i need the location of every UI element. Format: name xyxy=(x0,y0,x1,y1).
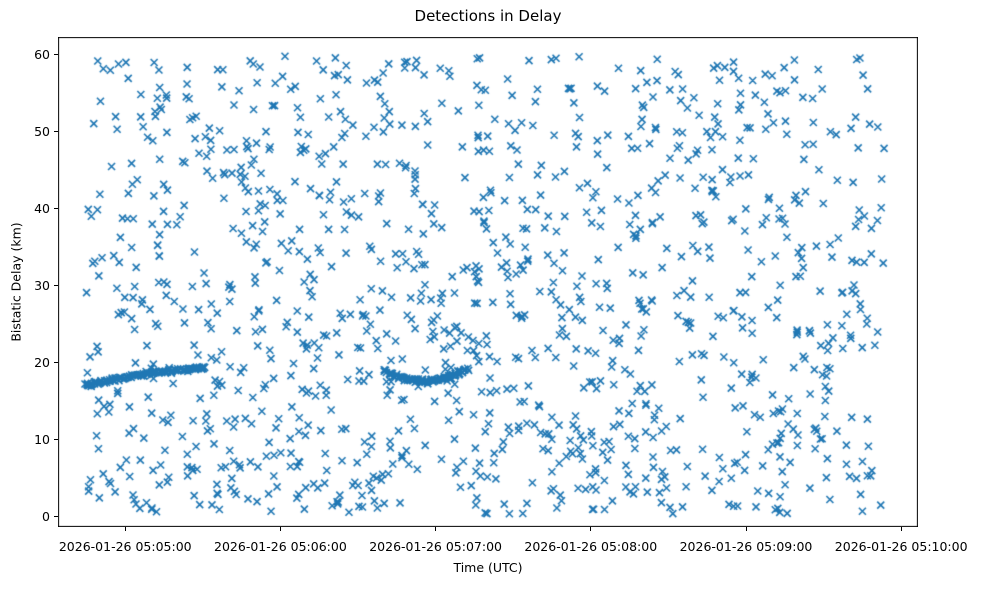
y-tick-mark xyxy=(54,285,58,287)
y-tick-mark xyxy=(54,54,58,56)
y-tick-label: 40 xyxy=(34,200,50,216)
x-tick-mark xyxy=(900,527,902,531)
x-axis-label: Time (UTC) xyxy=(453,560,523,575)
x-tick-label: 2026-01-26 05:09:00 xyxy=(679,539,813,554)
x-tick-label: 2026-01-26 05:06:00 xyxy=(214,539,347,554)
x-tick-label: 2026-01-26 05:10:00 xyxy=(834,539,968,554)
y-tick-label: 0 xyxy=(42,508,50,524)
y-tick-mark xyxy=(54,516,58,518)
x-tick-mark xyxy=(435,527,437,531)
x-tick-mark xyxy=(279,527,281,531)
y-tick-label: 50 xyxy=(34,123,50,139)
chart-title: Detections in Delay xyxy=(414,7,562,25)
x-tick-mark xyxy=(124,527,126,531)
x-tick-mark xyxy=(590,527,592,531)
y-tick-mark xyxy=(54,131,58,133)
y-tick-label: 10 xyxy=(34,431,50,447)
y-tick-label: 60 xyxy=(34,46,50,62)
x-tick-mark xyxy=(745,527,747,531)
x-tick-label: 2026-01-26 05:07:00 xyxy=(369,539,502,554)
y-tick-mark xyxy=(54,208,58,210)
x-tick-label: 2026-01-26 05:08:00 xyxy=(524,539,658,554)
y-tick-mark xyxy=(54,362,58,364)
y-tick-mark xyxy=(54,439,58,441)
y-tick-label: 30 xyxy=(34,277,50,293)
scatter-plot-canvas xyxy=(58,37,918,527)
y-tick-label: 20 xyxy=(34,354,50,370)
x-tick-label: 2026-01-26 05:05:00 xyxy=(58,539,192,554)
